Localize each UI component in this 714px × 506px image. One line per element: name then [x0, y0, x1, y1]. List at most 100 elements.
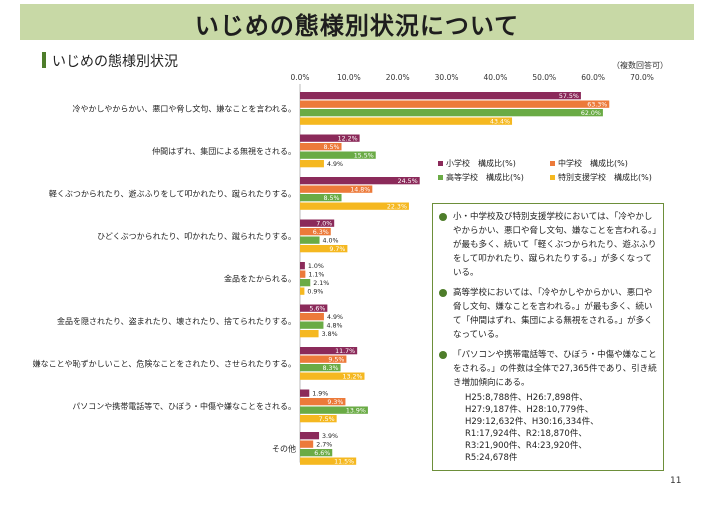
- data-label: 3.9%: [322, 433, 338, 440]
- data-label: 13.2%: [342, 374, 362, 381]
- bullet-icon: [439, 351, 447, 359]
- data-label: 4.8%: [326, 323, 342, 330]
- bar: [300, 134, 360, 142]
- data-label: 2.1%: [313, 280, 329, 287]
- bar: [300, 364, 341, 372]
- bar: [300, 160, 324, 168]
- data-label: 7.0%: [316, 221, 332, 228]
- legend-swatch: [550, 161, 555, 166]
- bar: [300, 228, 331, 236]
- bar: [300, 415, 337, 423]
- data-label: 22.3%: [387, 204, 407, 211]
- bar: [300, 398, 346, 406]
- data-label: 11.5%: [334, 459, 354, 466]
- page-title: いじめの態様別状況について: [194, 12, 520, 40]
- x-tick-label: 60.0%: [581, 73, 605, 82]
- data-label: 2.7%: [316, 442, 332, 449]
- data-label: 43.4%: [490, 119, 510, 126]
- category-label: その他: [272, 443, 296, 453]
- data-label: 1.9%: [312, 391, 328, 398]
- data-label: 6.6%: [314, 450, 330, 457]
- data-label: 12.2%: [338, 136, 358, 143]
- data-label: 62.0%: [581, 110, 601, 117]
- bar: [300, 304, 328, 312]
- bar: [300, 262, 305, 270]
- bar: [300, 313, 324, 321]
- data-label: 4.0%: [323, 238, 339, 245]
- bar: [300, 202, 409, 210]
- legend-label: 中学校 構成比(%): [558, 159, 628, 168]
- bar: [300, 449, 333, 457]
- bar: [300, 177, 420, 185]
- data-label: 14.8%: [350, 187, 370, 194]
- data-label: 13.9%: [346, 408, 366, 415]
- x-tick-label: 50.0%: [532, 73, 556, 82]
- page-number: 11: [670, 476, 682, 486]
- summary-text: 高等学校においては、「冷やかしやからかい、悪口や脅し文句、嫌なことを言われる。」…: [453, 288, 653, 340]
- data-label: 3.8%: [322, 331, 338, 338]
- data-label: 1.0%: [308, 263, 324, 270]
- bar: [300, 279, 311, 287]
- bar: [300, 389, 310, 397]
- count-line: R5:24,678件: [465, 453, 518, 463]
- data-label: 63.3%: [587, 102, 607, 109]
- category-label: 仲間はずれ、集団による無視をされる。: [152, 146, 296, 156]
- multiple-answer-note: （複数回答可）: [612, 61, 668, 70]
- bar: [300, 432, 320, 440]
- legend-item-special-support: 特別支援学校 構成比(%): [550, 172, 652, 183]
- x-tick-label: 10.0%: [337, 73, 361, 82]
- bar: [300, 100, 610, 108]
- x-tick-label: 40.0%: [484, 73, 508, 82]
- bar: [300, 406, 368, 414]
- bar: [300, 245, 348, 253]
- summary-item: 高等学校においては、「冷やかしやからかい、悪口や脅し文句、嫌なことを言われる。」…: [439, 286, 657, 342]
- bar: [300, 440, 314, 448]
- category-label: 嫌なことや恥ずかしいこと、危険なことをされたり、させられたりする。: [33, 358, 296, 368]
- category-label: 金品を隠されたり、盗まれたり、壊されたり、捨てられたりする。: [57, 316, 296, 326]
- bar: [300, 270, 306, 278]
- count-line: R1:17,924件、R2:18,870件、: [465, 429, 587, 439]
- bar: [300, 92, 581, 100]
- category-label: ひどくぶつかられたり、叩かれたり、蹴られたりする。: [97, 231, 296, 241]
- bar: [300, 330, 319, 338]
- legend-swatch: [438, 175, 443, 180]
- legend-item-high-school: 高等学校 構成比(%): [438, 172, 524, 183]
- x-tick-label: 20.0%: [386, 73, 410, 82]
- bar: [300, 194, 342, 202]
- summary-item: 小・中学校及び特別支援学校においては、「冷やかしやからかい、悪口や脅し文句、嫌な…: [439, 210, 657, 280]
- bar: [300, 321, 324, 329]
- section-title: いじめの態様別状況: [52, 54, 178, 70]
- bar: [300, 372, 365, 380]
- data-label: 8.3%: [323, 365, 339, 372]
- data-label: 8.5%: [324, 195, 340, 202]
- legend-swatch: [550, 175, 555, 180]
- legend-label: 小学校 構成比(%): [446, 159, 516, 168]
- data-label: 15.5%: [354, 153, 374, 160]
- bullet-icon: [439, 213, 447, 221]
- category-label: 軽くぶつかられたり、遊ぶふりをして叩かれたり、蹴られたりする。: [49, 188, 296, 198]
- data-label: 57.5%: [559, 93, 579, 100]
- count-line: H27:9,187件、H28:10,779件、: [465, 405, 594, 415]
- data-label: 6.3%: [313, 229, 329, 236]
- data-label: 9.7%: [329, 246, 345, 253]
- bar: [300, 143, 342, 151]
- category-label: 金品をたかられる。: [224, 273, 296, 283]
- summary-item: 「パソコンや携帯電話等で、ひぼう・中傷や嫌なことをされる。」の件数は全体で27,…: [439, 348, 657, 390]
- section-marker: [42, 52, 46, 68]
- data-label: 4.9%: [327, 314, 343, 321]
- category-label: 冷やかしやからかい、悪口や脅し文句、嫌なことを言われる。: [72, 103, 296, 113]
- data-label: 8.5%: [324, 144, 340, 151]
- yearly-counts: H25:8,788件、H26:7,898件、 H27:9,187件、H28:10…: [439, 392, 657, 464]
- summary-text: 小・中学校及び特別支援学校においては、「冷やかしやからかい、悪口や脅し文句、嫌な…: [453, 212, 657, 278]
- bar: [300, 151, 376, 159]
- x-tick-label: 30.0%: [435, 73, 459, 82]
- x-tick-label: 0.0%: [290, 73, 309, 82]
- data-label: 24.5%: [398, 178, 418, 185]
- data-label: 9.3%: [327, 399, 343, 406]
- summary-text: 「パソコンや携帯電話等で、ひぼう・中傷や嫌なことをされる。」の件数は全体で27,…: [453, 350, 657, 388]
- data-label: 4.9%: [327, 161, 343, 168]
- legend-item-elementary: 小学校 構成比(%): [438, 158, 516, 169]
- count-line: H29:12,632件、H30:16,334件、: [465, 417, 599, 427]
- legend-label: 特別支援学校 構成比(%): [558, 173, 652, 182]
